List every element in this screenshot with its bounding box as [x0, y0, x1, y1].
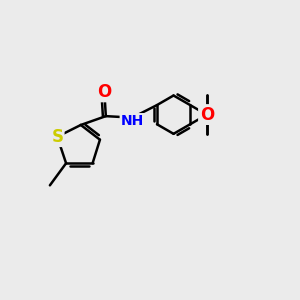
Text: O: O [97, 83, 112, 101]
Text: O: O [200, 106, 214, 124]
Text: O: O [200, 106, 214, 124]
Text: S: S [51, 128, 63, 146]
Text: NH: NH [121, 114, 144, 128]
